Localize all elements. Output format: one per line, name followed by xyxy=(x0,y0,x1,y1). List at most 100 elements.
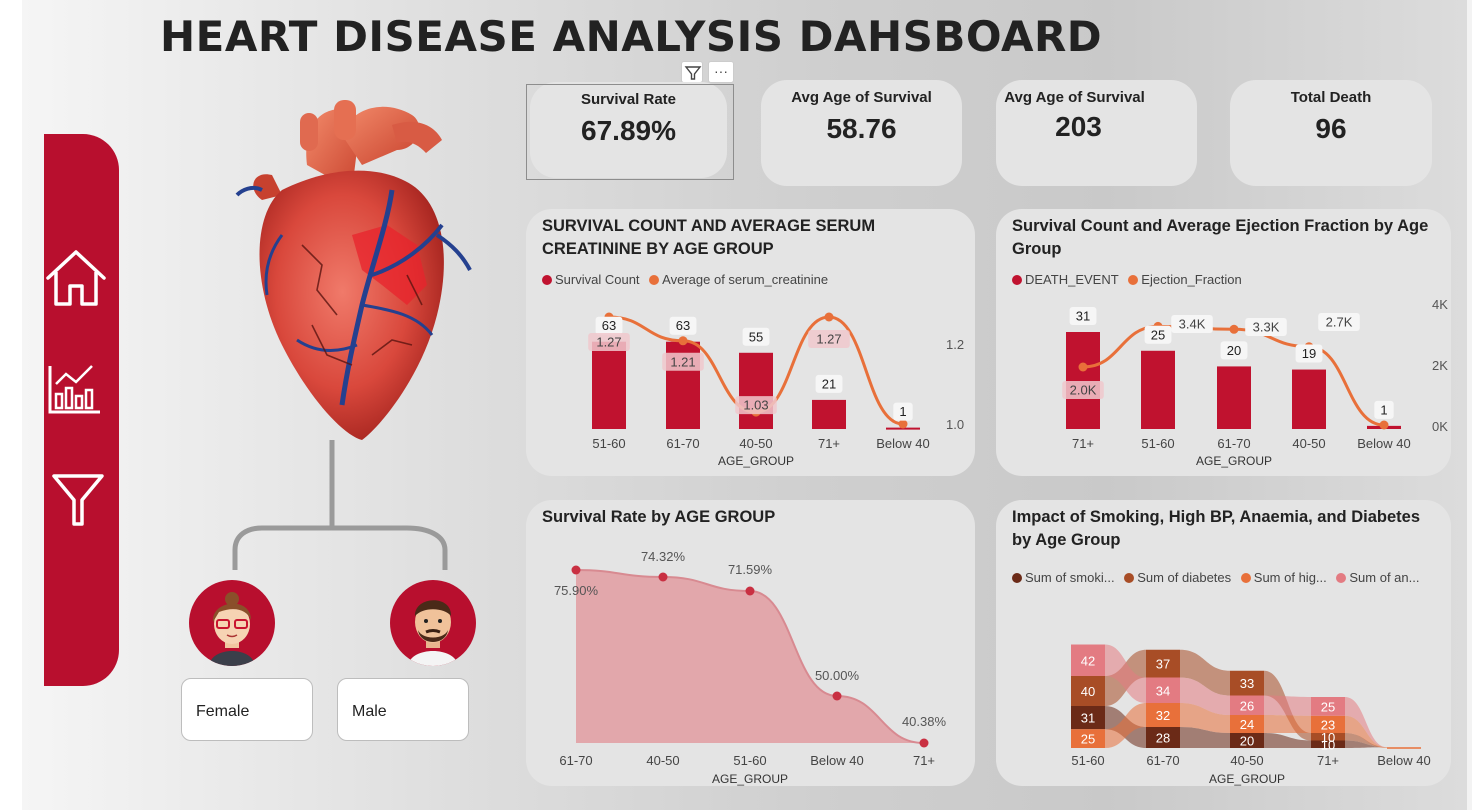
kpi-avg-age-survival-2[interactable]: Avg Age of Survival 203 xyxy=(996,80,1197,186)
chart-title: Impact of Smoking, High BP, Anaemia, and… xyxy=(1012,508,1421,549)
data-label: 74.32% xyxy=(641,549,686,564)
chart-icon[interactable] xyxy=(44,354,109,424)
stack-segment xyxy=(1146,649,1180,678)
segment-label: 25 xyxy=(1321,699,1335,714)
y2-tick-label: 1.0 xyxy=(946,417,964,432)
data-label-box xyxy=(662,352,704,371)
home-icon[interactable] xyxy=(44,242,109,312)
y2-tick-label: 2K xyxy=(1432,358,1448,373)
segment-label: 33 xyxy=(1240,676,1254,691)
kpi-label: Survival Rate xyxy=(580,91,677,108)
chart-risk-factors[interactable]: Impact of Smoking, High BP, Anaemia, and… xyxy=(996,500,1451,786)
data-label-box xyxy=(595,316,623,335)
chart-survival-rate[interactable]: Survival Rate by AGE GROUP 75.90% 74.32% 7… xyxy=(526,500,975,786)
y2-tick-label: 0K xyxy=(1432,419,1448,434)
data-label: 55 xyxy=(749,329,763,344)
data-label-box xyxy=(588,333,630,351)
ribbon xyxy=(1180,727,1230,748)
male-button[interactable]: Male xyxy=(337,678,469,741)
area-point xyxy=(658,572,668,582)
sidebar xyxy=(44,134,119,686)
bar xyxy=(592,341,626,429)
dashboard-canvas: HEART DISEASE ANALYSIS DAHSBOARD xyxy=(22,0,1467,810)
line-point xyxy=(1229,324,1239,334)
ribbon xyxy=(1180,703,1230,733)
data-label: 63 xyxy=(676,318,690,333)
data-label: 2.7K xyxy=(1326,315,1353,330)
x-tick-label: Below 40 xyxy=(1357,436,1410,451)
segment-label: 42 xyxy=(1081,653,1095,668)
kpi-label: Total Death xyxy=(1290,89,1372,106)
stack-segment xyxy=(1230,733,1264,748)
x-tick-label: 71+ xyxy=(1317,753,1339,768)
data-label: 75.90% xyxy=(554,583,599,598)
stack-segment xyxy=(1146,703,1180,727)
data-label: 21 xyxy=(822,376,836,391)
x-tick-label: 40-50 xyxy=(1230,753,1263,768)
data-label: 20 xyxy=(1227,343,1241,358)
data-label: 3.4K xyxy=(1179,317,1206,332)
segment-label: 23 xyxy=(1321,717,1335,732)
segment-label: 40 xyxy=(1081,684,1095,699)
data-label-box xyxy=(1245,318,1287,336)
segment-label: 24 xyxy=(1240,717,1254,732)
kpi-label: Avg Age of Survival xyxy=(1004,89,1145,106)
legend-item: Sum of hig... xyxy=(1240,570,1327,585)
legend-item: Ejection_Fraction xyxy=(1128,272,1242,287)
stack-segment xyxy=(1311,733,1345,741)
visual-filter-icon[interactable] xyxy=(681,61,703,83)
ribbon xyxy=(1264,733,1311,748)
x-tick-label: 40-50 xyxy=(739,436,772,451)
data-label-box xyxy=(1171,315,1213,333)
chart-survival-ejection[interactable]: Survival Count and Average Ejection Frac… xyxy=(996,209,1451,476)
data-label: 3.3K xyxy=(1253,320,1280,335)
x-tick-label: Below 40 xyxy=(1377,753,1430,768)
data-label-box xyxy=(1062,381,1104,399)
legend-item: Sum of smoki... xyxy=(1012,570,1115,585)
area-point xyxy=(571,565,581,575)
stack-segment xyxy=(1071,729,1105,748)
male-label: Male xyxy=(352,703,387,720)
more-options-icon[interactable]: ··· xyxy=(708,61,734,83)
bar xyxy=(739,352,773,429)
series-line xyxy=(1082,324,1385,427)
x-tick-label: Below 40 xyxy=(810,753,863,768)
chart-survival-serum[interactable]: SURVIVAL COUNT AND AVERAGE SERUM CREATIN… xyxy=(526,209,975,476)
segment-label: 20 xyxy=(1240,734,1254,749)
female-button[interactable]: Female xyxy=(181,678,313,741)
segment-label: 31 xyxy=(1081,711,1095,726)
kpi-total-death[interactable]: Total Death 96 xyxy=(1230,80,1432,186)
line-point xyxy=(1379,420,1389,430)
data-label-box xyxy=(1220,341,1248,360)
ribbon xyxy=(1180,649,1230,696)
kpi-avg-age-survival[interactable]: Avg Age of Survival 58.76 xyxy=(761,80,962,186)
data-label: 40.38% xyxy=(902,714,947,729)
data-label: 50.00% xyxy=(815,668,860,683)
male-avatar xyxy=(390,580,476,666)
bar xyxy=(1066,332,1100,429)
data-label: 1.21 xyxy=(670,354,695,369)
ribbon xyxy=(1105,644,1146,703)
stack-segment xyxy=(1071,644,1105,676)
chart-legend: DEATH_EVENT Ejection_Fraction xyxy=(1012,272,1248,287)
ribbon xyxy=(1264,715,1311,733)
line-point xyxy=(824,312,834,322)
data-label-box xyxy=(808,330,850,348)
filter-icon[interactable] xyxy=(44,466,109,536)
chart-legend: Survival Count Average of serum_creatini… xyxy=(542,272,834,287)
x-axis-title: AGE_GROUP xyxy=(718,454,794,468)
stack-segment xyxy=(1387,747,1421,749)
bar xyxy=(1217,366,1251,429)
y2-tick-label: 1.2 xyxy=(946,337,964,352)
stack-segment xyxy=(1311,697,1345,716)
stack-segment xyxy=(1311,715,1345,733)
legend-item: Average of serum_creatinine xyxy=(649,272,828,287)
ribbon xyxy=(1180,677,1230,715)
x-tick-label: 71+ xyxy=(1072,436,1094,451)
x-tick-label: 71+ xyxy=(818,436,840,451)
kpi-survival-rate[interactable]: Survival Rate 67.89% xyxy=(530,82,727,178)
stack-segment xyxy=(1311,740,1345,748)
x-tick-label: 51-60 xyxy=(1141,436,1174,451)
legend-item: DEATH_EVENT xyxy=(1012,272,1119,287)
